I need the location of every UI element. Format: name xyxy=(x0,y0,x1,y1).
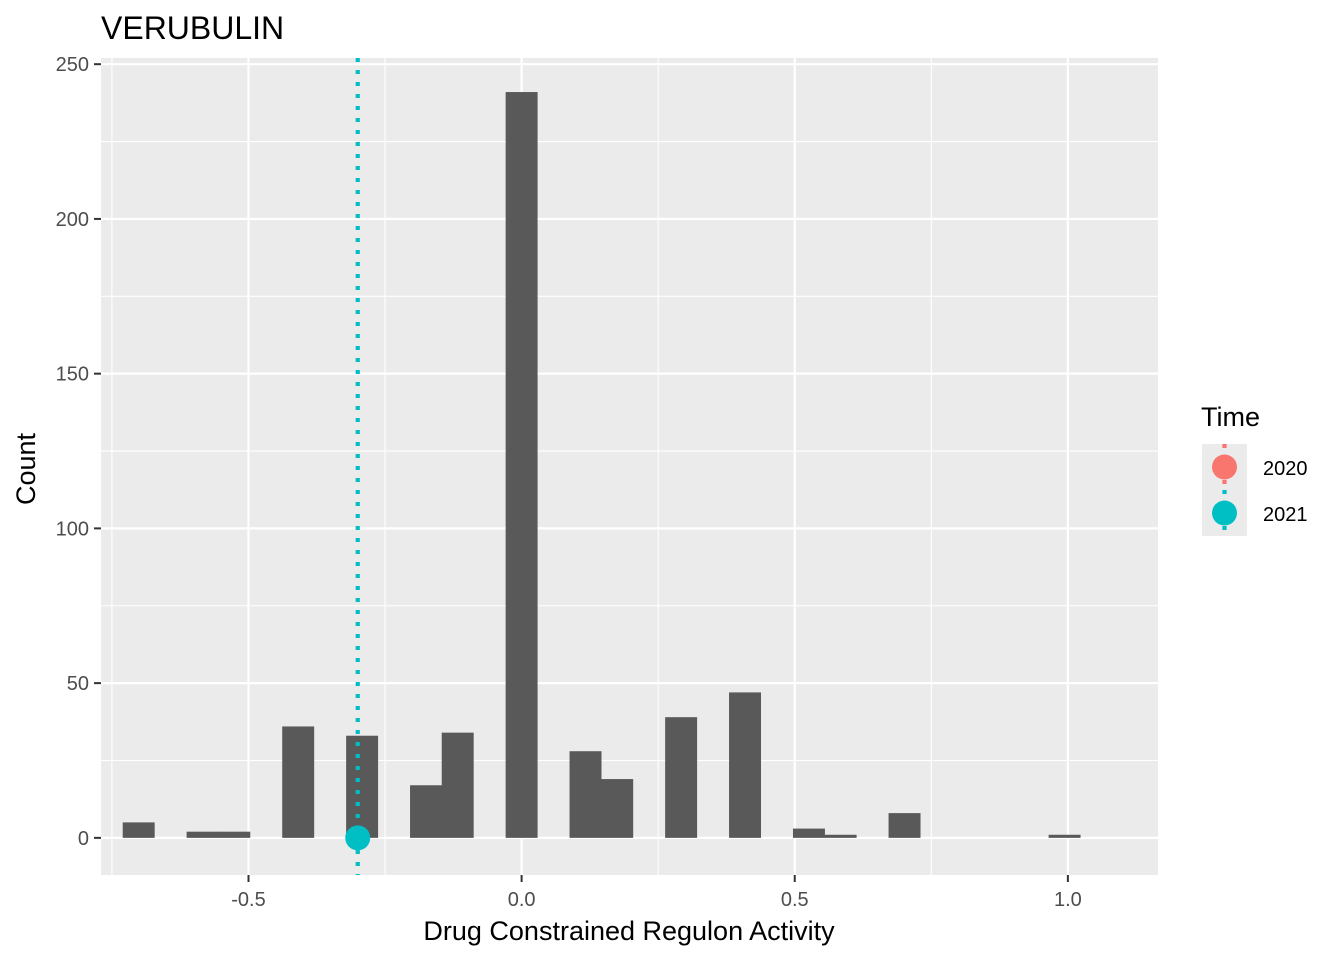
y-tick-label: 200 xyxy=(56,209,89,231)
y-tick-label: 150 xyxy=(56,364,89,386)
histogram-bar xyxy=(218,831,251,838)
histogram-bar xyxy=(729,692,762,838)
time-markers xyxy=(345,58,371,875)
x-axis-title: Drug Constrained Regulon Activity xyxy=(423,916,835,946)
x-tick-label: 0.5 xyxy=(781,889,809,911)
y-tick-label: 250 xyxy=(56,54,89,76)
histogram-bar xyxy=(792,828,825,838)
histogram-bar xyxy=(441,732,474,838)
histogram-bar xyxy=(1048,834,1081,838)
y-tick-label: 0 xyxy=(78,828,89,850)
histogram-bar xyxy=(665,717,698,838)
y-tick-label: 100 xyxy=(56,518,89,540)
axes: -0.5 0.0 0.5 1.0 0 50 100 150 200 250 xyxy=(56,54,1082,911)
x-tick-label: -0.5 xyxy=(231,889,265,911)
x-tick-label: 1.0 xyxy=(1054,889,1082,911)
histogram-bar xyxy=(282,726,315,838)
histogram-bar xyxy=(505,92,538,838)
y-axis-title: Count xyxy=(11,432,41,505)
legend: Time 2020 2021 xyxy=(1201,402,1308,536)
marker-point-2021 xyxy=(345,825,371,851)
legend-label-2021: 2021 xyxy=(1263,504,1308,526)
x-tick-label: 0.0 xyxy=(508,889,536,911)
histogram-bar xyxy=(346,735,379,838)
histogram-bar xyxy=(410,785,442,838)
legend-dot-2021 xyxy=(1212,500,1237,526)
histogram-bar xyxy=(824,834,857,838)
plot-panel xyxy=(101,58,1158,875)
histogram-bar xyxy=(888,813,921,838)
y-tick-label: 50 xyxy=(67,673,89,695)
histogram-bar xyxy=(569,751,602,838)
chart-title: VERUBULIN xyxy=(101,10,284,46)
legend-title: Time xyxy=(1201,402,1260,432)
histogram-bars xyxy=(122,92,1081,838)
histogram-bar xyxy=(601,779,634,838)
legend-dot-2020 xyxy=(1212,454,1237,480)
legend-label-2020: 2020 xyxy=(1263,458,1308,480)
histogram-bar xyxy=(122,822,155,838)
histogram-bar xyxy=(186,831,219,838)
